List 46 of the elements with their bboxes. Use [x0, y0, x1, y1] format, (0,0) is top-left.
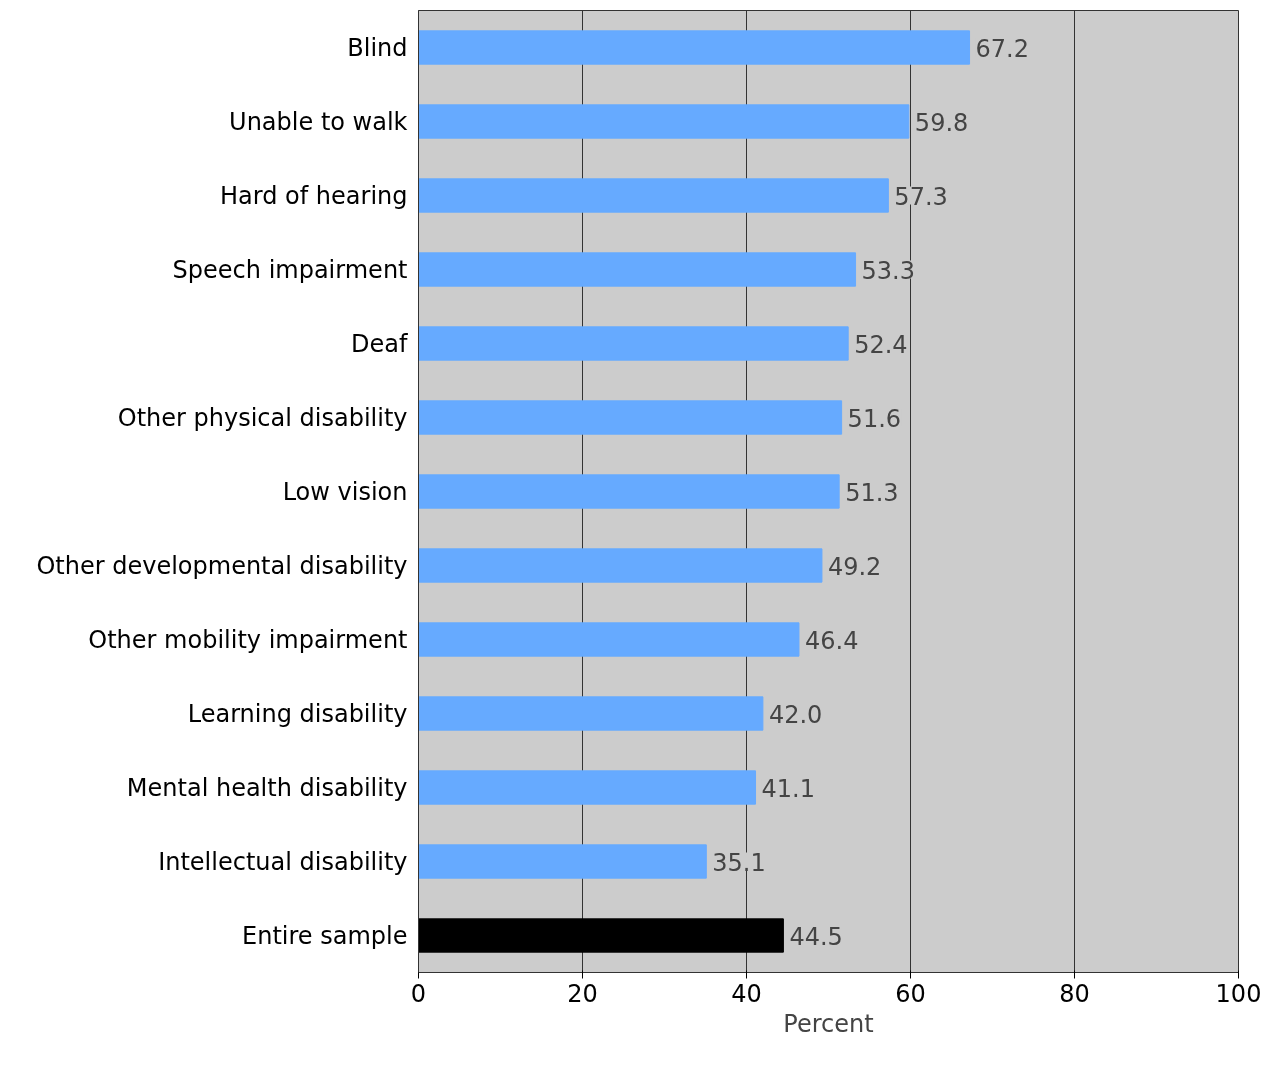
data-label: 46.4	[804, 626, 859, 655]
x-tick-label: 0	[410, 979, 427, 1008]
bar	[418, 104, 910, 139]
y-tick-label: Other developmental disability	[36, 551, 408, 580]
x-tick-label: 40	[731, 979, 762, 1008]
bar	[418, 400, 843, 435]
y-tick-label: Entire sample	[242, 921, 408, 950]
x-tick-label: 20	[567, 979, 598, 1008]
y-tick-label: Other mobility impairment	[88, 625, 408, 654]
bar	[418, 548, 823, 583]
data-label: 67.2	[975, 34, 1029, 63]
x-tick-label: 100	[1215, 979, 1262, 1008]
y-tick-label: Blind	[347, 33, 408, 62]
bar	[418, 178, 889, 213]
data-label: 41.1	[761, 774, 815, 803]
data-label: 57.3	[894, 182, 948, 211]
data-label: 59.8	[914, 108, 969, 137]
bar	[418, 696, 764, 731]
data-label: 44.5	[789, 922, 843, 951]
data-label: 51.6	[847, 404, 902, 433]
bar	[418, 326, 849, 361]
x-tick-label: 80	[1059, 979, 1090, 1008]
x-tick-label: 60	[895, 979, 926, 1008]
bar	[418, 622, 800, 657]
y-tick-label: Low vision	[282, 477, 408, 506]
y-tick-label: Mental health disability	[126, 773, 408, 802]
y-tick-label: Intellectual disability	[158, 847, 408, 876]
data-label: 52.4	[854, 330, 908, 359]
y-tick-label: Hard of hearing	[220, 181, 408, 210]
y-tick-label: Deaf	[351, 329, 409, 358]
bar	[418, 474, 840, 509]
bar	[418, 30, 971, 65]
y-tick-label: Speech impairment	[172, 255, 408, 284]
bar	[418, 844, 707, 879]
y-tick-label: Unable to walk	[229, 107, 408, 136]
data-label: 42.0	[768, 700, 823, 729]
y-tick-label: Other physical disability	[117, 403, 408, 432]
data-label: 49.2	[827, 552, 882, 581]
data-label: 51.3	[845, 478, 899, 507]
bar	[418, 918, 784, 953]
data-label: 53.3	[861, 256, 915, 285]
x-axis-title: Percent	[783, 1009, 874, 1038]
y-tick-label: Learning disability	[187, 699, 408, 728]
bar	[418, 252, 857, 287]
bar	[418, 770, 757, 805]
data-label: 35.1	[712, 848, 766, 877]
